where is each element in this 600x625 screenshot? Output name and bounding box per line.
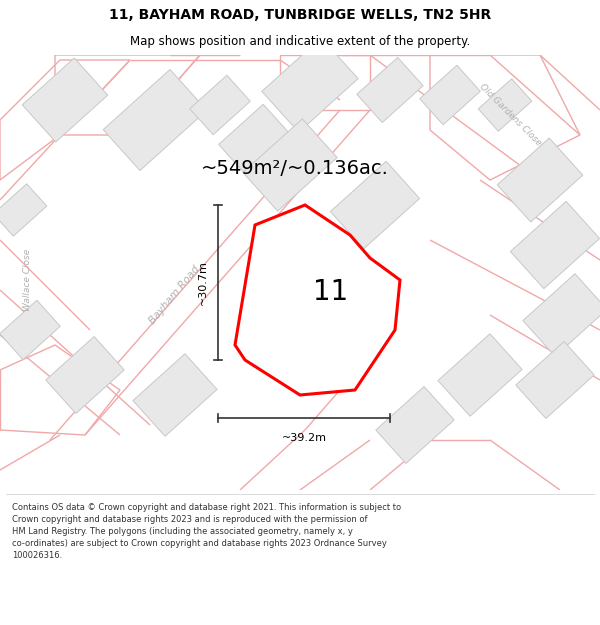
Polygon shape xyxy=(511,201,599,289)
Polygon shape xyxy=(438,334,522,416)
Text: ~39.2m: ~39.2m xyxy=(281,433,326,443)
Text: 11: 11 xyxy=(313,278,349,306)
Polygon shape xyxy=(243,119,337,211)
Polygon shape xyxy=(0,184,47,236)
Polygon shape xyxy=(420,65,480,125)
Text: Wallace Close: Wallace Close xyxy=(23,249,32,311)
Text: ~549m²/~0.136ac.: ~549m²/~0.136ac. xyxy=(201,159,389,177)
Text: ~30.7m: ~30.7m xyxy=(198,260,208,305)
Polygon shape xyxy=(331,161,419,249)
Text: Bayham Road: Bayham Road xyxy=(148,264,202,326)
Polygon shape xyxy=(376,386,454,464)
Polygon shape xyxy=(523,274,600,356)
Text: Map shows position and indicative extent of the property.: Map shows position and indicative extent… xyxy=(130,35,470,48)
Polygon shape xyxy=(133,354,217,436)
Text: Contains OS data © Crown copyright and database right 2021. This information is : Contains OS data © Crown copyright and d… xyxy=(12,504,401,560)
Polygon shape xyxy=(262,38,358,132)
Polygon shape xyxy=(478,79,532,131)
Text: Old Gardens Close: Old Gardens Close xyxy=(477,82,543,148)
Polygon shape xyxy=(46,336,124,414)
Polygon shape xyxy=(357,58,423,122)
Polygon shape xyxy=(0,300,60,360)
Polygon shape xyxy=(22,58,108,142)
Polygon shape xyxy=(103,69,207,171)
Polygon shape xyxy=(190,75,250,135)
Polygon shape xyxy=(218,104,292,176)
Polygon shape xyxy=(516,341,594,419)
Polygon shape xyxy=(497,138,583,222)
Polygon shape xyxy=(235,205,400,395)
Text: 11, BAYHAM ROAD, TUNBRIDGE WELLS, TN2 5HR: 11, BAYHAM ROAD, TUNBRIDGE WELLS, TN2 5H… xyxy=(109,8,491,22)
